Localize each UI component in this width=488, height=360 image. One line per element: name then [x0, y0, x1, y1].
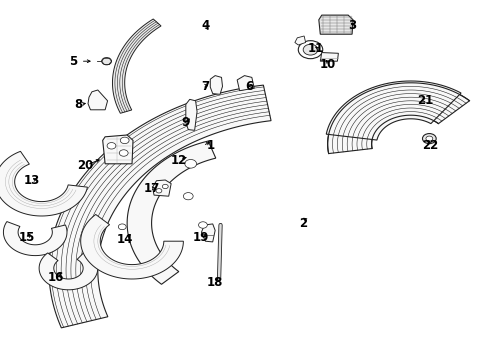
Circle shape — [183, 193, 193, 200]
Circle shape — [425, 136, 432, 141]
Polygon shape — [112, 19, 161, 113]
Circle shape — [422, 134, 435, 144]
Text: 13: 13 — [23, 174, 40, 186]
Text: 6: 6 — [245, 80, 253, 93]
Polygon shape — [318, 15, 352, 34]
Polygon shape — [325, 81, 460, 140]
Polygon shape — [3, 221, 67, 256]
Text: 20: 20 — [77, 159, 94, 172]
Text: 7: 7 — [201, 80, 209, 93]
Text: 17: 17 — [143, 183, 160, 195]
Circle shape — [120, 137, 129, 144]
Polygon shape — [185, 99, 197, 130]
Polygon shape — [320, 53, 338, 61]
Polygon shape — [294, 36, 305, 45]
Text: 8: 8 — [74, 98, 82, 111]
Circle shape — [162, 184, 168, 189]
Circle shape — [102, 58, 111, 65]
Polygon shape — [237, 76, 254, 91]
Text: 22: 22 — [421, 139, 438, 152]
Circle shape — [119, 150, 128, 156]
Text: 14: 14 — [116, 233, 133, 246]
Polygon shape — [201, 224, 215, 242]
Text: 21: 21 — [416, 94, 433, 107]
Text: 18: 18 — [206, 276, 223, 289]
Text: 10: 10 — [319, 58, 335, 71]
Text: 19: 19 — [192, 231, 208, 244]
Circle shape — [198, 222, 207, 228]
Polygon shape — [39, 251, 98, 290]
Polygon shape — [327, 83, 468, 154]
Text: 5: 5 — [69, 55, 77, 68]
Text: 12: 12 — [170, 154, 186, 167]
Text: 9: 9 — [182, 116, 189, 129]
Polygon shape — [210, 76, 222, 94]
Text: 15: 15 — [19, 231, 35, 244]
Polygon shape — [0, 151, 87, 216]
Circle shape — [156, 189, 162, 193]
Circle shape — [184, 159, 196, 168]
Text: 11: 11 — [306, 42, 323, 55]
Circle shape — [107, 143, 116, 149]
Text: 2: 2 — [299, 217, 306, 230]
Polygon shape — [88, 90, 107, 110]
Polygon shape — [152, 180, 171, 196]
Circle shape — [303, 44, 317, 55]
Polygon shape — [81, 215, 183, 279]
Text: 4: 4 — [201, 19, 209, 32]
Text: 16: 16 — [48, 271, 64, 284]
Polygon shape — [127, 141, 215, 284]
Polygon shape — [102, 135, 133, 164]
Text: 3: 3 — [347, 19, 355, 32]
Text: 1: 1 — [206, 139, 214, 152]
Circle shape — [118, 224, 126, 230]
Polygon shape — [49, 85, 270, 328]
